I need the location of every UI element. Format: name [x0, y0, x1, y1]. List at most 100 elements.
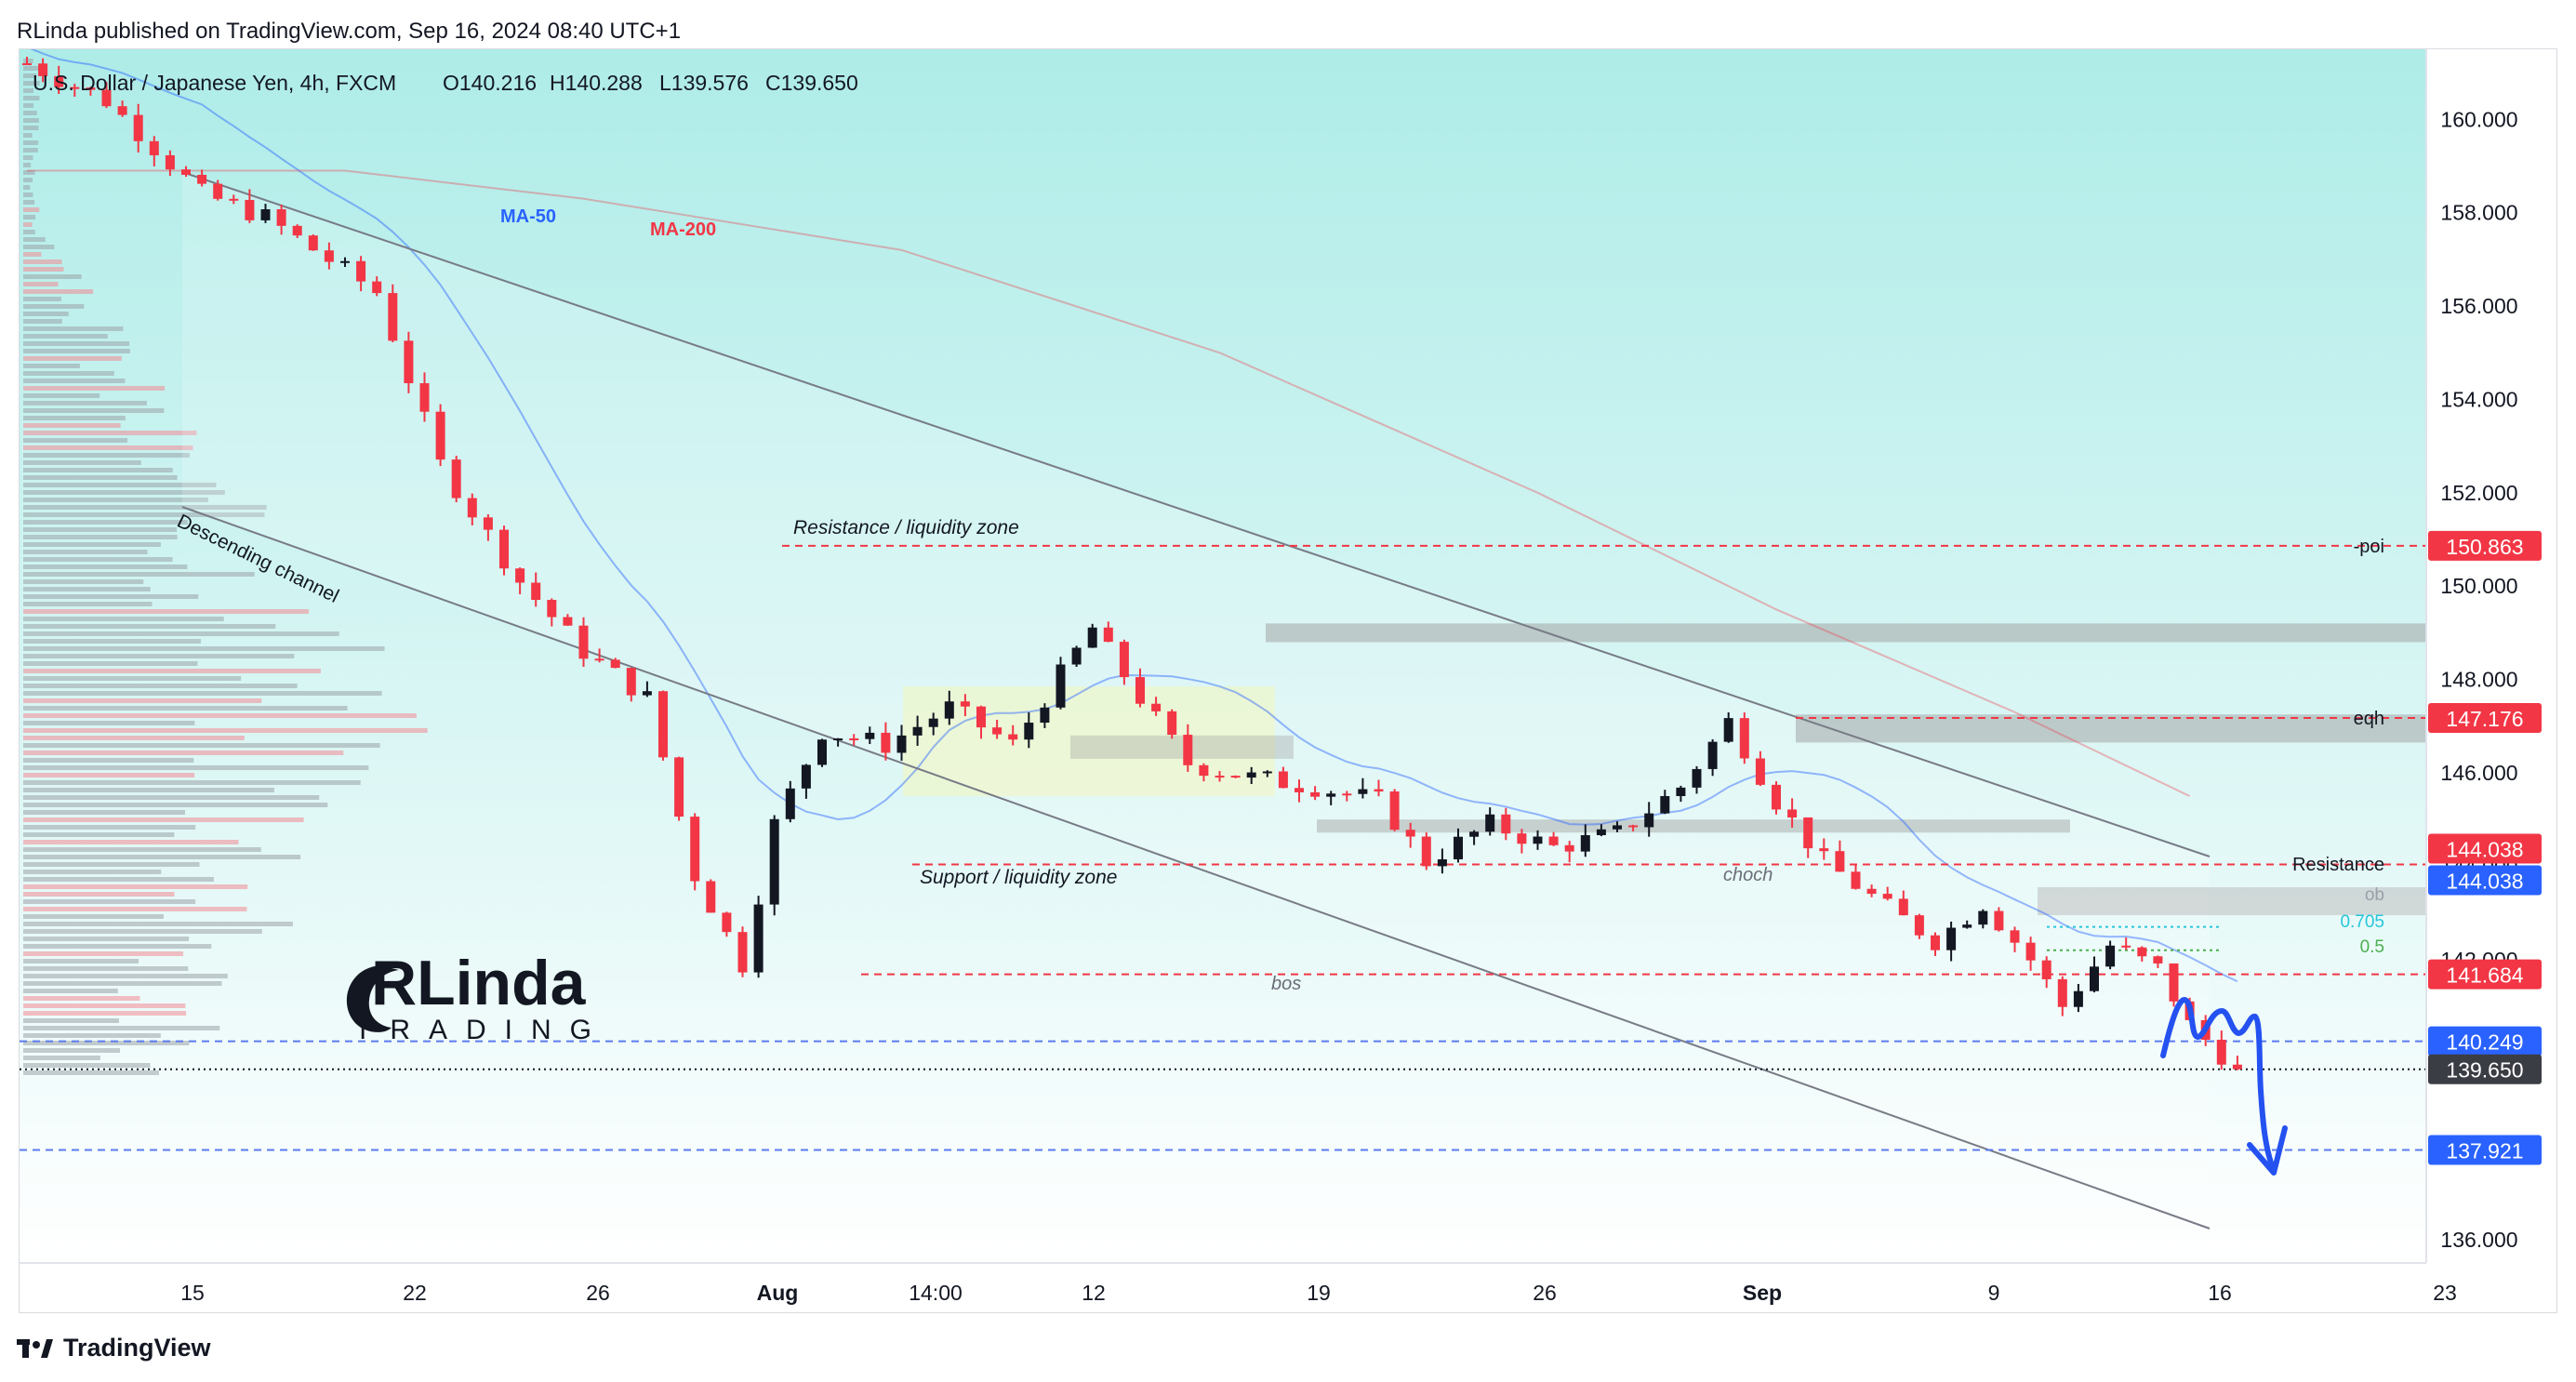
y-tick-label: 146.000 [2440, 761, 2517, 785]
candle-body [610, 659, 620, 669]
volume-bar [23, 929, 262, 934]
price-label: 144.038 [2428, 865, 2542, 896]
volume-bar [23, 981, 222, 986]
candle-body [563, 617, 573, 626]
y-tick-label: 148.000 [2440, 668, 2517, 692]
volume-bar [23, 713, 417, 718]
candle [769, 815, 779, 916]
candle-body [1183, 735, 1193, 765]
candle-body [1326, 793, 1336, 797]
candle [1772, 781, 1781, 815]
mid-zone [1317, 819, 2070, 833]
volume-bar [23, 602, 153, 606]
candle-body [992, 727, 1003, 735]
candle [419, 372, 430, 422]
candle [1326, 791, 1336, 805]
candle-body [2216, 1039, 2226, 1065]
volume-bar [23, 163, 32, 167]
y-tick-label: 160.000 [2440, 107, 2517, 131]
volume-bar [23, 944, 212, 949]
candle [1533, 830, 1543, 850]
volume-bar [23, 96, 40, 100]
legend-close: C139.650 [765, 71, 858, 95]
price-label-box [2428, 702, 2542, 733]
volume-bar [23, 728, 428, 733]
volume-bar [23, 222, 33, 227]
candle [1215, 771, 1225, 782]
candle [1755, 751, 1765, 787]
volume-bar [23, 1056, 100, 1060]
candle-body [38, 63, 48, 76]
candle [260, 204, 271, 223]
chart-canvas[interactable]: U.S. Dollar / Japanese Yen, 4h, FXCM O14… [20, 49, 2558, 1314]
x-axis[interactable]: 15 22 26 Aug 14:00 12 19 26 Sep 9 16 23 [180, 1281, 2457, 1305]
candle-body [1040, 707, 1050, 724]
ma200-line [27, 169, 2191, 797]
volume-bar [23, 914, 164, 919]
candle-body [531, 582, 541, 601]
candle-body [2057, 978, 2067, 1007]
candles-layer [22, 57, 2242, 1070]
candle-body [944, 701, 954, 719]
candle [356, 256, 366, 292]
ob-label: ob [2365, 885, 2384, 905]
channel-fill [182, 172, 2210, 1229]
volume-bar [23, 416, 126, 420]
candle [1692, 765, 1702, 794]
candle-body [1151, 703, 1162, 711]
candle-body [1008, 734, 1018, 740]
candle [881, 722, 891, 761]
candle [531, 572, 541, 607]
candle [276, 204, 286, 235]
candle-body [1644, 813, 1654, 828]
tradingview-footer[interactable]: TradingView [17, 1334, 211, 1362]
candle-body [1835, 851, 1845, 872]
candle [817, 738, 827, 767]
volume-bar [23, 267, 64, 272]
candle [1246, 766, 1256, 785]
price-label-text: 144.038 [2446, 869, 2523, 893]
candle [117, 100, 127, 117]
candle [833, 738, 843, 747]
candle [2169, 963, 2179, 1007]
volume-bar [23, 639, 201, 644]
candle-body [1707, 741, 1718, 769]
candle-body [356, 260, 366, 282]
candle [690, 813, 700, 891]
volume-bar [23, 289, 94, 294]
volume-bar [23, 274, 82, 279]
volume-bar [23, 1018, 119, 1023]
candle-body [483, 517, 493, 530]
candle-body [1421, 836, 1431, 867]
volume-bar [23, 401, 147, 405]
candle-body [1262, 771, 1272, 774]
volume-bar [23, 66, 40, 71]
candle [737, 926, 748, 977]
x-tick-label: 14:00 [909, 1281, 963, 1305]
candle-body [1103, 627, 1113, 643]
candle [181, 166, 191, 178]
candle-body [1866, 888, 1877, 895]
candle-body [658, 691, 668, 758]
candle [1135, 668, 1145, 708]
choch-label: choch [1723, 865, 1773, 885]
candle [1103, 621, 1113, 643]
candle [1262, 770, 1272, 777]
volume-bar [23, 185, 31, 190]
volume-bar [23, 118, 39, 123]
candle [1008, 724, 1018, 746]
candle [1454, 828, 1463, 863]
volume-bar [23, 617, 224, 621]
candle [54, 65, 64, 95]
candle [610, 658, 620, 669]
volume-bar [23, 966, 189, 971]
candle [722, 911, 732, 937]
volume-bar [23, 684, 298, 688]
candle-body [928, 718, 938, 727]
candle-body [547, 600, 557, 618]
chart-frame[interactable]: U.S. Dollar / Japanese Yen, 4h, FXCM O14… [19, 48, 2557, 1313]
volume-bar [23, 691, 382, 696]
volume-bar [23, 207, 40, 212]
price-label: 139.650 [2428, 1054, 2542, 1084]
candle [101, 82, 112, 109]
